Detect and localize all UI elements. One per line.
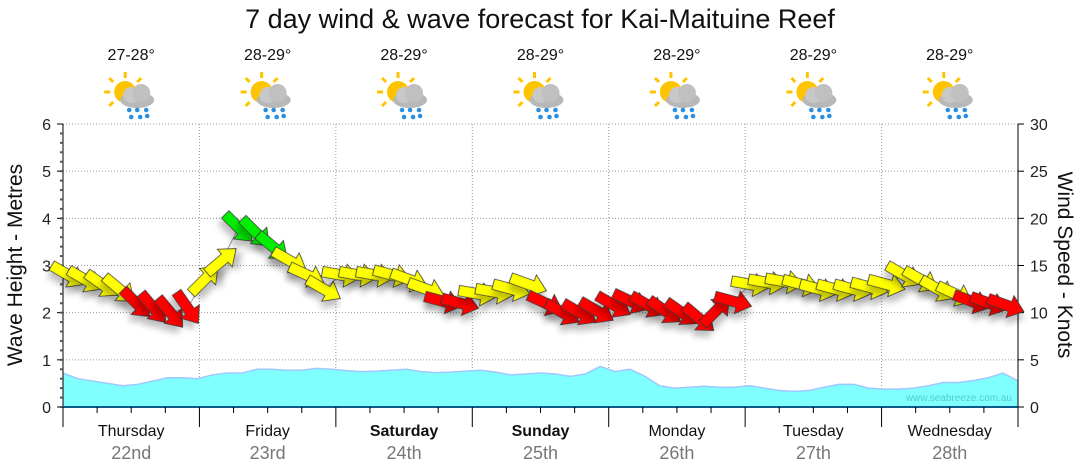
day-temp: 27-28° xyxy=(108,47,155,64)
wind-arrow xyxy=(698,296,730,329)
day-date: 27th xyxy=(796,443,831,463)
wind-arrow xyxy=(304,274,341,302)
day-temp: 28-29° xyxy=(517,47,564,64)
y-tick-label-left: 5 xyxy=(42,164,51,181)
day-name: Wednesday xyxy=(908,423,992,440)
watermark: www.seabreeze.com.au xyxy=(905,393,1012,404)
sun-cloud-rain-icon xyxy=(648,70,702,120)
y-tick-label-right: 5 xyxy=(1030,353,1039,370)
day-date: 22nd xyxy=(111,443,151,463)
wind-arrow xyxy=(203,248,237,278)
sun-cloud-rain-icon xyxy=(512,70,565,120)
day-headers: 27-28° Thursday 22nd 28-29° Friday 23rd 28-29°… xyxy=(98,47,992,463)
sun-cloud-rain-icon xyxy=(375,70,429,120)
day-name: Monday xyxy=(648,423,705,440)
day-name: Sunday xyxy=(512,423,570,440)
day-date: 26th xyxy=(659,443,694,463)
wind-arrow xyxy=(440,292,480,317)
day-date: 25th xyxy=(523,443,558,463)
day-temp: 28-29° xyxy=(926,47,973,64)
y-tick-label-right: 10 xyxy=(1030,306,1048,323)
wind-arrow xyxy=(153,294,184,328)
wind-arrow xyxy=(985,293,1025,319)
sun-cloud-rain-icon xyxy=(102,70,156,120)
y-tick-label-left: 3 xyxy=(42,259,51,276)
day-temp: 28-29° xyxy=(790,47,837,64)
day-temp: 28-29° xyxy=(244,47,291,64)
sun-cloud-rain-icon xyxy=(239,70,293,120)
y-tick-label-left: 1 xyxy=(42,353,51,370)
y-tick-label-left: 2 xyxy=(42,306,51,323)
wind-arrows xyxy=(48,210,1025,331)
wind-arrow xyxy=(713,290,753,315)
y-tick-label-left: 4 xyxy=(42,211,51,228)
day-temp: 28-29° xyxy=(653,47,700,64)
y-tick-label-right: 20 xyxy=(1030,211,1048,228)
y-axis-label-right: Wind Speed - Knots xyxy=(1053,172,1076,359)
y-tick-label-right: 30 xyxy=(1030,117,1048,134)
y-tick-label-right: 0 xyxy=(1030,400,1039,417)
wave-area xyxy=(62,365,1019,407)
sun-cloud-rain-icon xyxy=(921,70,975,120)
grid xyxy=(63,123,1018,407)
day-date: 28th xyxy=(932,443,967,463)
y-tick-label-left: 0 xyxy=(42,400,51,417)
wind-arrow xyxy=(866,273,906,298)
day-name: Saturday xyxy=(370,423,439,440)
y-tick-label-right: 25 xyxy=(1030,164,1048,181)
day-name: Tuesday xyxy=(783,423,844,440)
y-tick-label-right: 15 xyxy=(1030,259,1048,276)
sun-cloud-rain-icon xyxy=(784,70,838,120)
chart-title: 7 day wind & wave forecast for Kai-Maitu… xyxy=(245,4,835,34)
day-temp: 28-29° xyxy=(380,47,427,64)
day-name: Thursday xyxy=(98,423,165,440)
day-date: 24th xyxy=(387,443,422,463)
wind-arrow xyxy=(171,288,200,324)
y-tick-label-left: 6 xyxy=(42,117,51,134)
wind-arrow xyxy=(577,296,614,324)
day-date: 23rd xyxy=(250,443,286,463)
y-axis-label-left: Wave Height - Metres xyxy=(4,164,27,366)
day-name: Friday xyxy=(245,423,289,440)
wave-height-area xyxy=(63,366,1018,407)
wave-height-line xyxy=(62,365,1019,393)
